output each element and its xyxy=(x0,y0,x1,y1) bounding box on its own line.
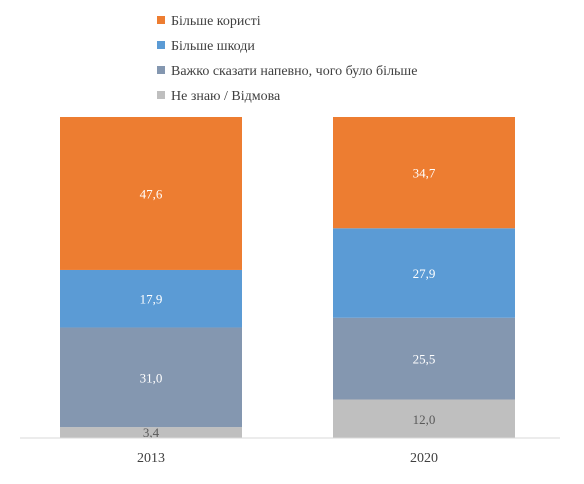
legend-swatch-1 xyxy=(157,16,165,24)
bar-segment-2020-1 xyxy=(333,117,515,229)
data-label-2013-4: 3,4 xyxy=(143,425,160,440)
bar-segment-2013-2 xyxy=(60,269,242,328)
data-label-2020-1: 34,7 xyxy=(413,166,436,181)
data-label-2013-2: 17,9 xyxy=(140,292,163,307)
bar-segment-2020-4 xyxy=(333,399,515,438)
data-label-2013-1: 47,6 xyxy=(140,186,163,201)
legend-swatch-2 xyxy=(157,41,165,49)
legend-swatch-3 xyxy=(157,66,165,74)
category-labels: 2013 2020 xyxy=(137,451,438,466)
legend-label-3: Важко сказати напевно, чого було більше xyxy=(171,64,417,79)
legend-label-1: Більше користі xyxy=(171,14,261,29)
legend-label-4: Не знаю / Відмова xyxy=(171,89,281,104)
bar-segment-2020-2 xyxy=(333,228,515,318)
bar-segment-2013-3 xyxy=(60,327,242,428)
category-label-2013: 2013 xyxy=(137,451,165,466)
legend-label-2: Більше шкоди xyxy=(171,39,255,54)
data-label-2020-3: 25,5 xyxy=(413,352,436,367)
legend-swatch-4 xyxy=(157,91,165,99)
bar-segment-2013-1 xyxy=(60,117,242,270)
bar-segment-2013-4 xyxy=(60,427,242,438)
data-label-2013-3: 31,0 xyxy=(140,370,163,385)
chart-bars: 3,4 31,0 17,9 47,6 12,0 25,5 27,9 34,7 xyxy=(60,117,515,440)
data-label-2020-4: 12,0 xyxy=(413,412,436,427)
chart-legend: Більше користі Більше шкоди Важко сказати … xyxy=(157,14,417,104)
category-label-2020: 2020 xyxy=(410,451,438,466)
data-label-2020-2: 27,9 xyxy=(413,266,436,281)
bar-segment-2020-3 xyxy=(333,317,515,400)
